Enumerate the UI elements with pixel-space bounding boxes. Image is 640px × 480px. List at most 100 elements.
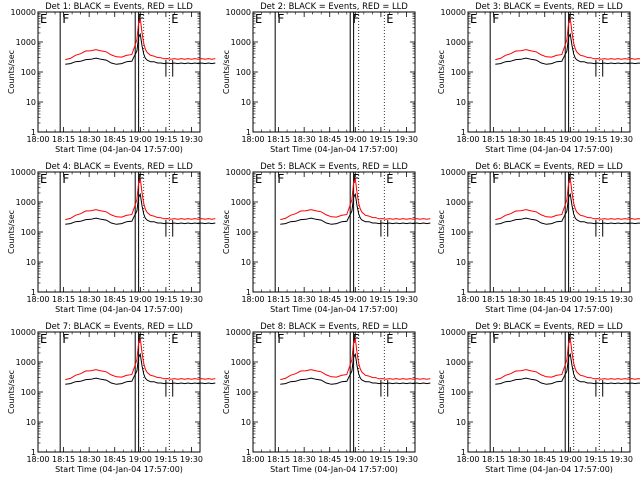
y-tick-label: 10: [456, 98, 466, 107]
panel-title: Det 4: BLACK = Events, RED = LLD: [45, 161, 193, 171]
y-axis-label: Counts/sec: [222, 370, 231, 414]
y-tick-label: 1: [461, 128, 466, 137]
series-line-events: [280, 192, 431, 225]
plot-frame: [467, 331, 631, 453]
y-tick-label: 100: [21, 68, 36, 77]
y-tick-label: 10: [241, 418, 251, 427]
y-tick-label: 10000: [441, 328, 466, 337]
y-tick-label: 10: [241, 258, 251, 267]
x-tick-label: 19:00: [129, 295, 152, 304]
flag-letter: E: [470, 332, 477, 346]
y-axis-label: Counts/sec: [222, 210, 231, 254]
series-line-lld: [280, 338, 431, 381]
panel-title: Det 8: BLACK = Events, RED = LLD: [260, 321, 408, 331]
series-line-lld: [65, 338, 216, 381]
x-tick-label: 19:30: [180, 455, 203, 464]
x-tick-label: 19:15: [369, 455, 392, 464]
y-tick-label: 10000: [11, 8, 36, 17]
x-tick-label: 19:30: [180, 295, 203, 304]
panel-title: Det 6: BLACK = Events, RED = LLD: [475, 161, 623, 171]
x-tick-label: 18:00: [26, 455, 49, 464]
x-tick-label: 19:15: [154, 295, 177, 304]
x-tick-label: 18:30: [508, 295, 531, 304]
x-tick-label: 18:30: [293, 135, 316, 144]
x-tick-label: 18:00: [26, 295, 49, 304]
y-tick-label: 10000: [226, 8, 251, 17]
y-tick-label: 1000: [446, 358, 466, 367]
x-tick-label: 18:30: [78, 295, 101, 304]
plot-frame: [37, 11, 201, 133]
flag-letter: E: [601, 172, 608, 186]
x-axis-label: Start Time (04-Jan-04 17:57:00): [485, 465, 613, 474]
series-line-lld: [495, 178, 640, 221]
panel-title: Det 3: BLACK = Events, RED = LLD: [475, 1, 623, 11]
x-tick-label: 18:45: [318, 295, 341, 304]
y-tick-label: 1: [246, 448, 251, 457]
x-axis-label: Start Time (04-Jan-04 17:57:00): [270, 465, 398, 474]
plot-frame: [252, 171, 416, 293]
x-tick-label: 18:00: [241, 455, 264, 464]
x-axis-label: Start Time (04-Jan-04 17:57:00): [270, 305, 398, 314]
x-tick-label: 19:30: [180, 135, 203, 144]
y-tick-label: 10000: [441, 8, 466, 17]
x-tick-label: 19:00: [559, 135, 582, 144]
x-axis-label: Start Time (04-Jan-04 17:57:00): [55, 465, 183, 474]
y-axis-label: Counts/sec: [437, 210, 446, 254]
x-tick-label: 19:15: [154, 455, 177, 464]
x-tick-label: 19:00: [559, 295, 582, 304]
x-tick-label: 19:00: [129, 135, 152, 144]
y-tick-label: 1: [31, 288, 36, 297]
y-tick-label: 10: [456, 418, 466, 427]
x-tick-label: 19:30: [395, 135, 418, 144]
panel-8: Det 8: BLACK = Events, RED = LLD 1 10 100 10…: [222, 321, 431, 474]
y-tick-label: 1000: [16, 198, 36, 207]
panel-title: Det 1: BLACK = Events, RED = LLD: [45, 1, 193, 11]
x-tick-label: 18:15: [267, 455, 290, 464]
y-tick-label: 10: [456, 258, 466, 267]
panel-title: Det 7: BLACK = Events, RED = LLD: [45, 321, 193, 331]
series-line-lld: [65, 178, 216, 221]
y-tick-label: 10: [26, 418, 36, 427]
x-tick-label: 19:00: [344, 295, 367, 304]
x-tick-label: 18:45: [533, 295, 556, 304]
x-tick-label: 18:15: [52, 295, 75, 304]
x-tick-label: 18:15: [482, 455, 505, 464]
y-tick-label: 100: [451, 228, 466, 237]
series-line-lld: [495, 338, 640, 381]
x-tick-label: 18:45: [103, 295, 126, 304]
x-tick-label: 19:15: [584, 135, 607, 144]
x-tick-label: 19:30: [610, 295, 633, 304]
flag-letter: F: [277, 172, 284, 186]
flag-letter: E: [255, 12, 262, 26]
x-tick-label: 19:15: [369, 135, 392, 144]
series-line-events: [65, 192, 216, 225]
panel-4: Det 4: BLACK = Events, RED = LLD 1 10 100 10…: [7, 161, 216, 314]
y-tick-label: 1000: [231, 358, 251, 367]
flag-letter: F: [62, 332, 69, 346]
x-tick-label: 19:30: [395, 455, 418, 464]
flag-letter: F: [492, 332, 499, 346]
x-tick-label: 18:15: [482, 135, 505, 144]
y-tick-label: 10: [26, 98, 36, 107]
flag-letter: E: [255, 172, 262, 186]
series-line-events: [495, 352, 640, 385]
y-tick-label: 10000: [11, 168, 36, 177]
y-axis-label: Counts/sec: [7, 370, 16, 414]
x-tick-label: 18:45: [318, 455, 341, 464]
series-line-lld: [65, 18, 216, 61]
y-tick-label: 1: [246, 128, 251, 137]
plot-frame: [467, 171, 631, 293]
series-line-events: [65, 32, 216, 65]
y-tick-label: 10000: [226, 168, 251, 177]
flag-letter: E: [386, 12, 393, 26]
x-tick-label: 18:45: [103, 135, 126, 144]
series-line-events: [495, 192, 640, 225]
x-tick-label: 19:00: [344, 135, 367, 144]
x-tick-label: 18:15: [52, 455, 75, 464]
panel-1: Det 1: BLACK = Events, RED = LLD 1 10 100 10…: [7, 1, 216, 154]
x-tick-label: 18:15: [52, 135, 75, 144]
x-tick-label: 19:15: [584, 455, 607, 464]
x-tick-label: 18:00: [456, 295, 479, 304]
series-line-lld: [280, 178, 431, 221]
